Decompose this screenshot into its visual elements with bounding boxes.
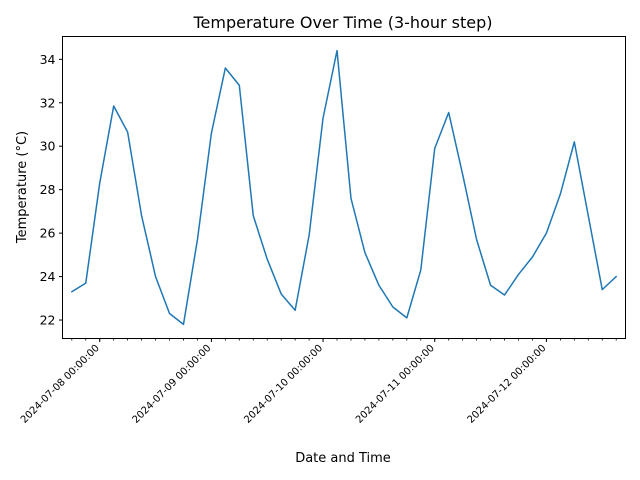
y-tick-label: 34: [40, 52, 56, 67]
y-tick-label: 32: [40, 95, 56, 110]
x-tick-label: 2024-07-09 00:00:00: [131, 343, 214, 426]
y-tick-label: 28: [40, 182, 56, 197]
x-tick-label: 2024-07-12 00:00:00: [466, 343, 549, 426]
x-tick-label: 2024-07-08 00:00:00: [19, 343, 102, 426]
x-axis-label: Date and Time: [295, 451, 391, 466]
chart-title: Temperature Over Time (3-hour step): [192, 13, 492, 32]
y-tick-label: 24: [40, 269, 56, 284]
y-tick-label: 26: [40, 226, 56, 241]
y-tick-label: 22: [40, 313, 56, 328]
x-tick-label: 2024-07-11 00:00:00: [354, 343, 437, 426]
y-tick-label: 30: [40, 139, 56, 154]
x-tick-label: 2024-07-10 00:00:00: [242, 343, 325, 426]
y-axis-label: Temperature (°C): [15, 131, 30, 244]
plot-frame: [62, 36, 626, 339]
series-line-0: [71, 49, 617, 326]
